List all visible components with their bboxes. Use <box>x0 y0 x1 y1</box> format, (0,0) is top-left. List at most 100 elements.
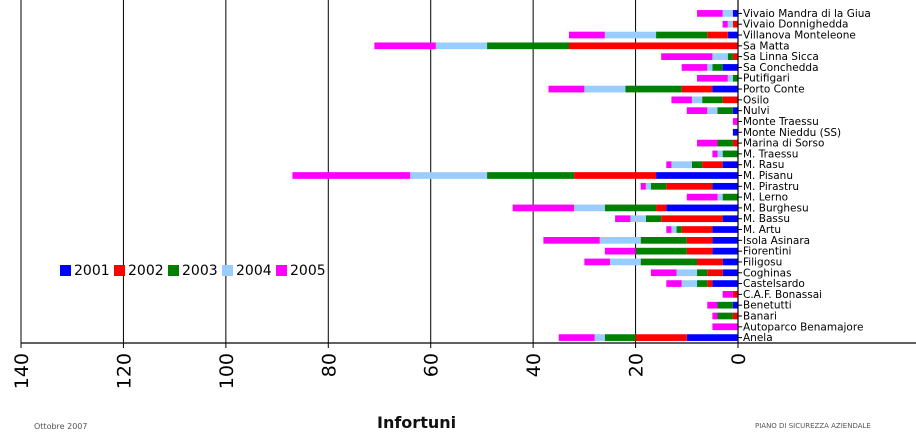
x-tick-label: 40 <box>523 353 545 377</box>
bar-2003 <box>487 172 575 179</box>
bar-2005 <box>512 204 575 212</box>
bar-2005 <box>292 172 411 179</box>
bar-2003 <box>702 96 723 104</box>
bar-2002 <box>732 53 738 60</box>
bar-2002 <box>697 258 723 266</box>
bar-2005 <box>722 291 733 298</box>
category-label: Sa Matta <box>743 40 790 52</box>
bar-2002 <box>681 226 713 233</box>
bar-2004 <box>681 280 698 287</box>
x-axis-label: Infortuni <box>377 413 457 432</box>
bar-2005 <box>697 74 728 82</box>
bar-2003 <box>604 334 636 341</box>
category-label: Monte Nieddu (SS) <box>743 127 841 139</box>
bar-2003 <box>717 107 733 115</box>
bar-2004 <box>435 42 488 50</box>
category-label: Autoparco Benamajore <box>743 321 863 333</box>
x-tick-label: 60 <box>421 353 443 377</box>
bar-2004 <box>584 85 626 93</box>
category-label: Fiorentini <box>743 246 791 258</box>
bar-2005 <box>666 280 682 287</box>
category-label: C.A.F. Bonassai <box>743 289 822 301</box>
category-label: Sa Conchedda <box>743 62 819 74</box>
tick-labels: 140 120 100 80 60 40 20 0 <box>11 353 750 389</box>
bar-2004 <box>574 204 605 212</box>
category-label: Monte Traessu <box>743 116 819 128</box>
bar-2001 <box>712 236 738 244</box>
bar-2001 <box>712 226 738 233</box>
bar-2002 <box>686 236 713 244</box>
bar-2003 <box>717 139 733 147</box>
axes <box>20 0 916 348</box>
bar-2005 <box>722 20 728 28</box>
bar-2003 <box>635 247 687 255</box>
bar-2005 <box>686 193 718 201</box>
bar-2003 <box>722 193 738 201</box>
bar-2003 <box>727 53 733 60</box>
bar-2003 <box>732 74 738 82</box>
bar-2003 <box>650 182 667 190</box>
legend-label-2005: 2005 <box>290 263 326 279</box>
bar-2004 <box>712 53 728 60</box>
bar-2002 <box>661 215 723 223</box>
bar-2003 <box>487 42 569 50</box>
bar-2005 <box>666 161 672 169</box>
bar-2002 <box>722 96 738 104</box>
category-label: M. Traessu <box>743 148 798 160</box>
bar-2001 <box>732 107 738 115</box>
category-label: M. Burghesu <box>743 202 809 214</box>
bar-2004 <box>645 182 651 190</box>
category-label: M. Bassu <box>743 213 790 225</box>
bar-2001 <box>712 247 738 255</box>
category-label: M. Pirastru <box>743 181 799 193</box>
bar-2001 <box>732 301 738 309</box>
category-label: Porto Conte <box>743 84 805 96</box>
bar-2001 <box>722 269 738 277</box>
bar-2002 <box>574 172 657 179</box>
category-label: M. Rasu <box>743 159 784 171</box>
category-label: Castelsardo <box>743 278 805 290</box>
bar-2004 <box>727 20 733 28</box>
bar-2001 <box>712 182 738 190</box>
bar-2005 <box>661 53 713 60</box>
bars <box>292 10 738 341</box>
category-label: M. Pisanu <box>743 170 793 182</box>
bar-2002 <box>702 161 723 169</box>
bar-2001 <box>686 334 738 341</box>
bar-2002 <box>686 247 713 255</box>
bar-2005 <box>374 42 436 50</box>
category-label: Osilo <box>743 94 769 106</box>
bar-2005 <box>650 269 677 277</box>
bar-2003 <box>722 150 738 158</box>
bar-2003 <box>604 204 657 212</box>
bar-2005 <box>707 301 718 309</box>
category-label: Villanova Monteleone <box>743 30 856 42</box>
bar-2003 <box>640 236 687 244</box>
bar-2005 <box>584 258 610 266</box>
legend-swatch-2005 <box>276 265 287 276</box>
x-tick-label: 140 <box>11 353 33 389</box>
legend-label-2004: 2004 <box>236 263 272 279</box>
bar-2005 <box>732 118 738 125</box>
bar-2005 <box>671 96 692 104</box>
bar-2001 <box>656 172 738 179</box>
bar-2003 <box>625 85 682 93</box>
footer-title: PIANO DI SICUREZZA AZIENDALE <box>755 422 871 430</box>
bar-2002 <box>732 139 738 147</box>
bar-2003 <box>697 269 708 277</box>
bar-2003 <box>717 312 733 320</box>
bar-2002 <box>635 334 687 341</box>
category-label: Putifigari <box>743 73 790 85</box>
category-label: Isola Asinara <box>743 235 810 247</box>
bar-2004 <box>727 74 733 82</box>
bar-2003 <box>676 226 682 233</box>
bar-2004 <box>717 193 723 201</box>
bar-2001 <box>712 85 738 93</box>
bar-2004 <box>671 226 677 233</box>
bar-2004 <box>717 150 723 158</box>
bar-2004 <box>691 96 703 104</box>
bar-2004 <box>671 161 692 169</box>
bar-2003 <box>712 64 723 71</box>
bar-2005 <box>640 182 646 190</box>
